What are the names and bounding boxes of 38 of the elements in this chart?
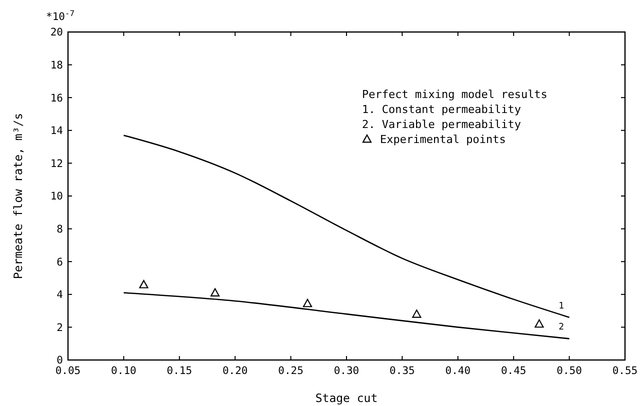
x-tick-label: 0.30 xyxy=(334,365,360,377)
y-tick-label: 14 xyxy=(50,125,63,138)
x-tick-label: 0.05 xyxy=(55,365,81,377)
series-label: 1 xyxy=(558,301,564,312)
y-tick-label: 12 xyxy=(50,158,63,170)
y-tick-label: 20 xyxy=(50,26,63,39)
x-tick-label: 0.20 xyxy=(222,365,248,377)
x-tick-label: 0.40 xyxy=(445,365,471,377)
x-tick-label: 0.25 xyxy=(278,365,304,377)
point xyxy=(412,310,422,318)
annotation: 1. Constant permeability xyxy=(362,103,522,116)
y-tick-label: 6 xyxy=(56,256,63,268)
x-tick-label: 0.45 xyxy=(500,365,526,377)
y-tick-label: 10 xyxy=(50,190,63,203)
y-tick-label: 2 xyxy=(56,322,63,334)
x-tick-label: 0.10 xyxy=(111,365,136,377)
point xyxy=(210,288,220,297)
y-tick-label: 8 xyxy=(56,223,63,236)
y-tick-label: 18 xyxy=(50,59,63,72)
x-axis-title: Stage cut xyxy=(315,391,378,405)
point xyxy=(139,280,148,288)
x-tick-label: 0.35 xyxy=(390,365,415,377)
legend-label: Experimental points xyxy=(380,133,506,146)
line-series xyxy=(123,134,570,318)
line-series xyxy=(123,292,570,340)
x-tick-label: 0.55 xyxy=(612,365,638,377)
legend-title: Perfect mixing model results xyxy=(362,88,548,101)
y-tick-label: 16 xyxy=(50,92,63,104)
y-tick-label: 4 xyxy=(56,289,63,302)
point xyxy=(302,298,312,308)
y-tick-label: 0 xyxy=(56,354,63,367)
point xyxy=(534,319,544,328)
text: *10$^{-7}$ xyxy=(46,8,75,23)
series-label: 2 xyxy=(558,322,564,333)
annotation: 2. Variable permeability xyxy=(362,118,522,131)
x-tick-label: 0.50 xyxy=(556,365,582,377)
x-tick-label: 0.15 xyxy=(166,365,192,377)
y-axis-title: Permeate flow rate, m³/s xyxy=(11,112,25,280)
